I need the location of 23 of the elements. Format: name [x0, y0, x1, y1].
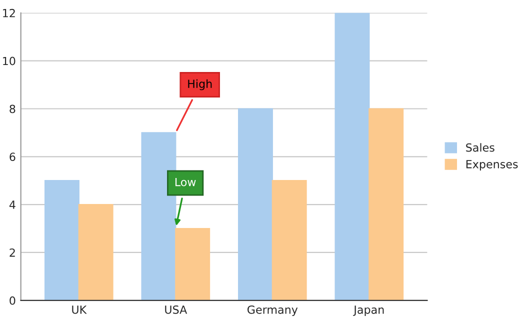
bar [238, 108, 273, 300]
y-tick-label: 4 [9, 200, 16, 209]
x-tick-label: Germany [247, 305, 298, 316]
y-tick-label: 2 [10, 248, 15, 257]
legend-label: Sales [466, 143, 494, 152]
x-tick-label: UK [72, 306, 87, 314]
bar [272, 180, 307, 300]
x-tick-label: Japan [353, 306, 384, 316]
bar [78, 204, 114, 300]
y-tick-label: 12 [3, 8, 15, 18]
annotation: Low [175, 178, 196, 186]
annotation: High [188, 79, 212, 90]
legend-label: Expenses [466, 160, 518, 171]
y-tick-label: 10 [3, 56, 16, 66]
bar [368, 108, 404, 300]
y-tick-label: 6 [10, 152, 16, 162]
bar [175, 228, 210, 300]
bar [334, 12, 370, 300]
bar [44, 180, 80, 300]
y-tick-label: 0 [10, 296, 16, 305]
x-tick-label: USA [165, 305, 188, 314]
bar [141, 132, 176, 300]
y-tick-label: 8 [10, 104, 16, 114]
